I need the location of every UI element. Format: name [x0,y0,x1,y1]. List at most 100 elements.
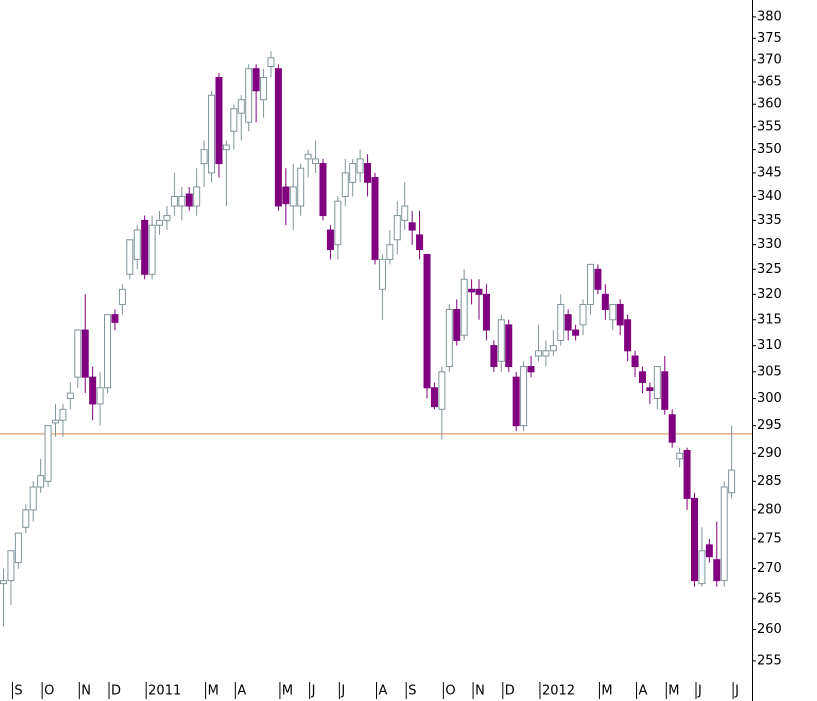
x-tick-label: J [734,684,739,699]
candle-body [341,172,349,197]
candle-body [289,186,297,207]
x-tick-label: M [601,684,612,699]
candle-body [319,163,327,217]
candle-body [490,345,498,368]
y-tick-label: 280 [757,502,782,517]
candle-body [364,163,372,183]
candle-body [453,309,461,341]
candle-body [713,559,721,582]
candle-body [468,288,476,293]
candle-body [549,345,557,352]
x-tick-label: J [697,684,702,699]
y-tick-label: 265 [757,591,782,606]
y-tick-label: 370 [757,52,782,67]
candle-body [408,222,416,231]
candle-body [44,425,52,482]
candle-body [274,68,282,207]
candle-body [542,350,550,357]
y-tick-label: 335 [757,213,782,228]
candle-body [616,303,624,326]
x-tick-label: 2012 [542,684,575,699]
candle-body [267,57,275,68]
candle-body [237,99,245,114]
x-tick-label: S [14,684,22,699]
candle-body [208,94,216,174]
y-tick-label: 375 [757,31,782,46]
candle-body [0,580,7,585]
candle-body [497,319,505,362]
y-tick-label: 380 [757,9,782,24]
candle-body [111,314,119,323]
y-tick-label: 285 [757,474,782,489]
candle-body [118,288,126,305]
x-tick-label: J [311,684,316,699]
candle-body [133,229,141,260]
candle-body [646,387,654,391]
x-tick-label: D [111,684,121,699]
candle-body [282,186,290,205]
candle-body [520,366,528,427]
candle-body [104,314,112,389]
x-tick-label: S [408,684,416,699]
y-tick-label: 310 [757,338,782,353]
candle-body [215,77,223,165]
candle-body [304,153,312,160]
candle-body [22,509,30,528]
candle-body [126,239,134,275]
x-tick-label: O [44,684,54,699]
candle-body [37,475,45,488]
candle-body [564,314,572,331]
candle-body [96,387,104,405]
candle-body [475,288,483,295]
candle-body [698,550,706,585]
candle-body [720,486,728,582]
candle-body [728,469,736,494]
candle-body [334,200,342,246]
y-tick-label: 270 [757,561,782,576]
candle-body [14,532,22,564]
x-tick-label: N [475,684,485,699]
candle-body [185,193,193,207]
candle-body [81,329,89,378]
x-tick-label: N [81,684,91,699]
candle-body [534,350,542,357]
candle-body [705,544,713,558]
candle-body [661,371,669,410]
y-tick-label: 305 [757,364,782,379]
candle-body [401,205,409,221]
candle-body [356,158,364,174]
y-tick-label: 295 [757,418,782,433]
y-tick-label: 320 [757,287,782,302]
candle-body [586,263,594,305]
candle-body [260,77,268,101]
candle-body [52,419,60,424]
candle-body [148,224,156,275]
candle-body [297,167,305,207]
y-tick-label: 260 [757,622,782,637]
candle-body [89,376,97,405]
candle-body [423,253,431,389]
x-tick-label: M [208,684,219,699]
candle-body [653,366,661,400]
candle-body [430,387,438,408]
candle-body [527,366,535,373]
candle-body [59,408,67,421]
candle-body [505,324,513,368]
candle-body [178,195,186,207]
candle-body [609,303,617,321]
candle-body [230,108,238,132]
x-tick-label: O [445,684,455,699]
y-tick-label: 255 [757,653,782,668]
candle-body [163,215,171,221]
candle-body [572,329,580,336]
candle-body [252,68,260,92]
y-tick-label: 355 [757,119,782,134]
candle-body [7,550,15,582]
candle-body [141,219,149,275]
x-tick-label: M [668,684,679,699]
candle-body [579,303,587,326]
y-tick-label: 290 [757,446,782,461]
candle-body [482,293,490,331]
